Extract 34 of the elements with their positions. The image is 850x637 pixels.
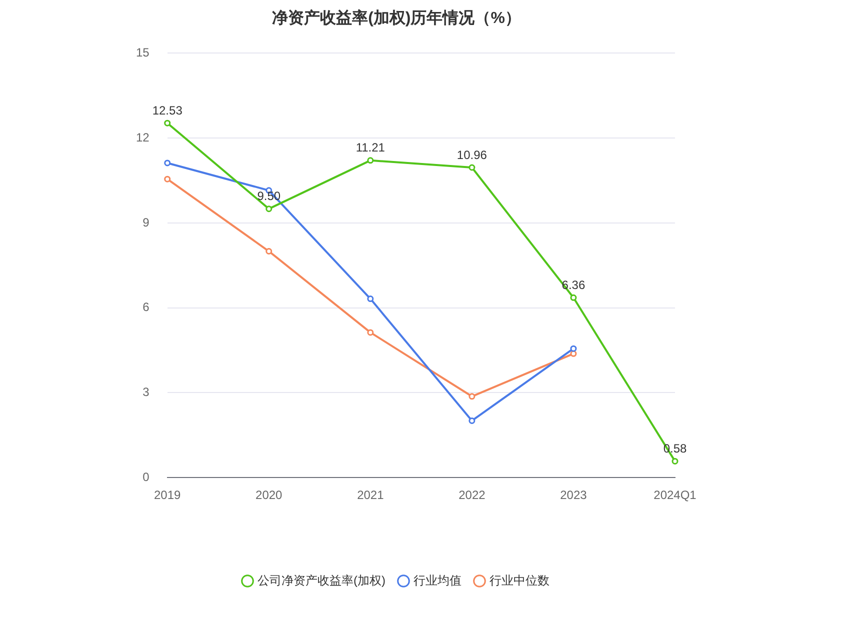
point bbox=[367, 329, 374, 336]
legend-label: 公司净资产收益率(加权) bbox=[258, 573, 386, 588]
point bbox=[570, 350, 577, 357]
data-label: 10.96 bbox=[456, 148, 488, 162]
legend-label: 行业中位数 bbox=[489, 573, 550, 588]
x-tick-label: 2022 bbox=[458, 488, 486, 502]
data-label: 11.21 bbox=[356, 140, 386, 155]
x-tick-label: 2023 bbox=[560, 488, 588, 502]
x-tick-label: 2021 bbox=[357, 488, 384, 502]
point bbox=[570, 345, 577, 352]
x-tick-label: 2020 bbox=[256, 488, 283, 502]
point bbox=[164, 176, 171, 182]
point bbox=[468, 417, 476, 424]
x-tick-label: 2024Q1 bbox=[654, 488, 697, 502]
y-tick-label: 3 bbox=[142, 385, 150, 400]
legend-label: 行业均值 bbox=[413, 573, 462, 588]
y-tick-label: 0 bbox=[142, 470, 150, 484]
y-tick-label: 6 bbox=[142, 300, 150, 314]
y-tick-label: 15 bbox=[136, 46, 150, 60]
point bbox=[164, 120, 171, 126]
point bbox=[266, 248, 272, 255]
point bbox=[468, 164, 476, 171]
point bbox=[672, 458, 678, 464]
point bbox=[367, 157, 374, 164]
point bbox=[367, 296, 374, 302]
x-tick-label: 2019 bbox=[154, 488, 182, 502]
point bbox=[266, 206, 272, 212]
y-tick-label: 9 bbox=[142, 215, 150, 230]
data-label: 12.53 bbox=[152, 103, 183, 118]
point bbox=[570, 294, 577, 301]
point bbox=[164, 160, 171, 166]
y-tick-label: 12 bbox=[136, 130, 150, 144]
point bbox=[468, 393, 476, 400]
chart-title: 净资产收益率(加权)历年情况（%） bbox=[272, 8, 521, 28]
